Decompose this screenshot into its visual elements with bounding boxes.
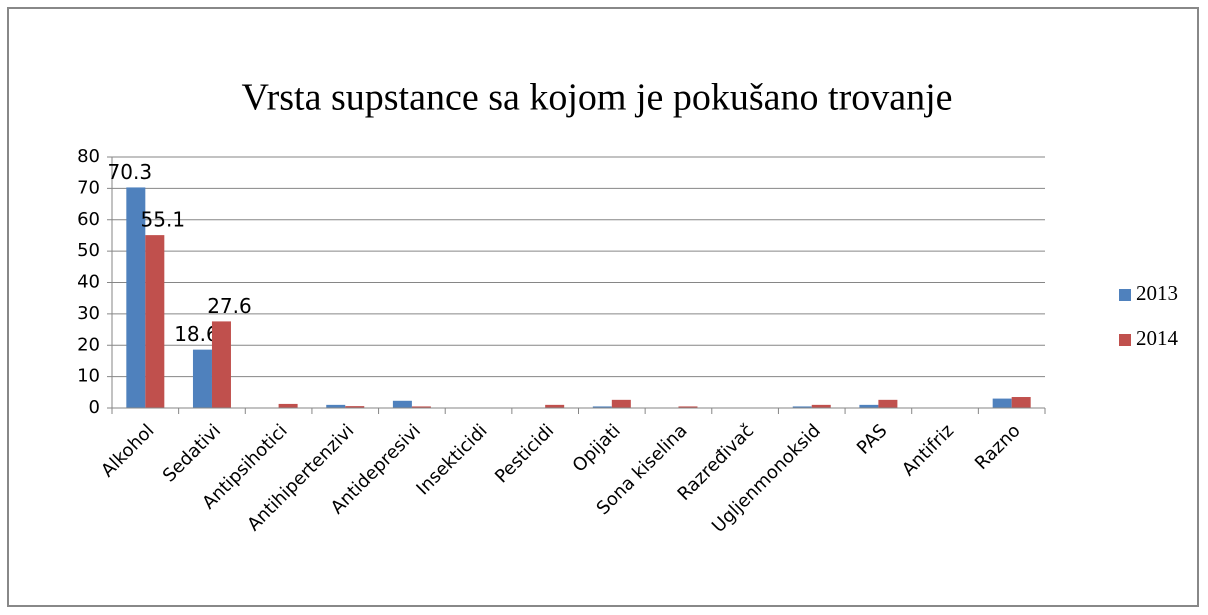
legend-label: 2013	[1136, 281, 1178, 305]
bar	[792, 406, 812, 408]
bar	[345, 406, 365, 408]
bar	[811, 404, 831, 408]
legend-label: 2014	[1136, 326, 1179, 350]
bar	[392, 400, 412, 408]
bar	[411, 406, 431, 408]
bar	[278, 403, 298, 408]
bar	[678, 406, 698, 408]
bar	[192, 349, 212, 408]
y-tick-label: 70	[77, 177, 100, 198]
y-tick-label: 80	[77, 146, 100, 167]
y-tick-label: 40	[77, 272, 100, 293]
y-tick-label: 50	[77, 240, 100, 261]
bar	[1011, 397, 1031, 408]
bar	[992, 398, 1012, 408]
y-tick-label: 20	[77, 334, 100, 355]
bar	[145, 235, 165, 408]
bar	[592, 406, 612, 408]
y-tick-label: 10	[77, 366, 100, 387]
legend-swatch	[1119, 289, 1131, 301]
bar	[211, 321, 231, 408]
data-label: 27.6	[207, 294, 252, 318]
bar	[859, 404, 879, 408]
bar	[126, 187, 146, 408]
chart-title: Vrsta supstance sa kojom je pokušano tro…	[241, 77, 952, 119]
y-tick-label: 30	[77, 303, 100, 324]
bar	[611, 399, 631, 408]
bar	[326, 404, 346, 408]
y-tick-label: 60	[77, 209, 100, 230]
data-label: 55.1	[141, 208, 186, 232]
data-label: 70.3	[108, 160, 153, 184]
frame	[7, 7, 1199, 607]
y-tick-label: 0	[89, 397, 100, 418]
bar	[545, 404, 565, 408]
bar	[878, 399, 898, 408]
legend-swatch	[1119, 334, 1131, 346]
data-label: 18.6	[174, 322, 219, 346]
